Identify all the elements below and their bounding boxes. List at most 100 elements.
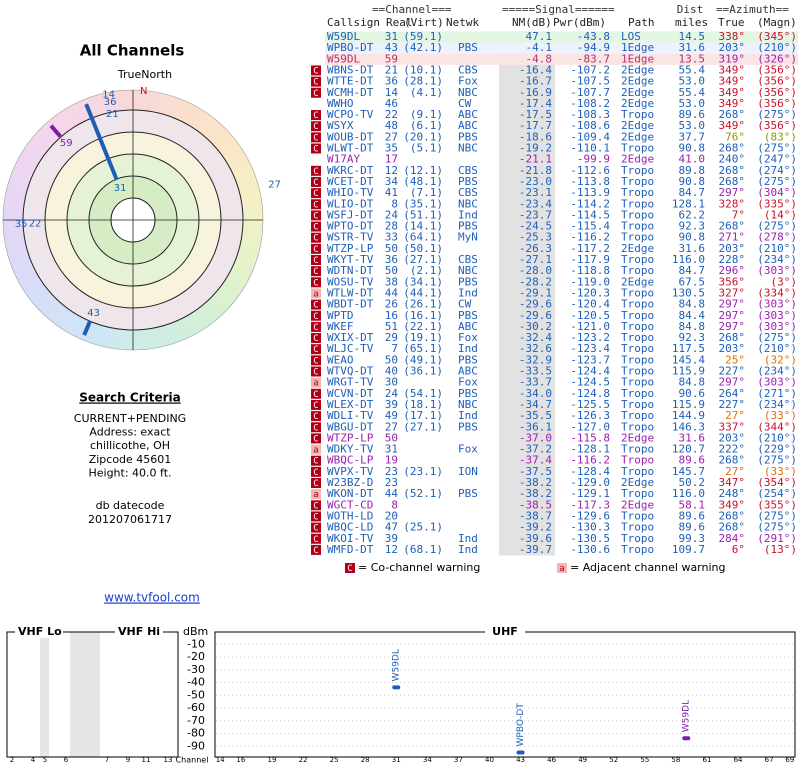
table-cell: WPBO-DT bbox=[327, 41, 374, 54]
warning-box bbox=[311, 399, 321, 410]
table-cell: (44.1) bbox=[403, 286, 443, 299]
table-cell: 222° bbox=[719, 443, 746, 456]
warning-box bbox=[311, 199, 321, 210]
warning-box bbox=[311, 132, 321, 143]
table-cell: -108.6 bbox=[570, 119, 610, 132]
table-cell: 89.6 bbox=[679, 509, 706, 522]
polar-signal bbox=[49, 124, 62, 138]
table-cell: (345°) bbox=[757, 30, 797, 43]
warning-flag: C bbox=[313, 167, 318, 177]
table-cell: (229°) bbox=[757, 443, 797, 456]
table-cell: -117.3 bbox=[570, 498, 610, 511]
table-cell: 2Edge bbox=[621, 63, 654, 76]
table-cell: Tropo bbox=[621, 509, 654, 522]
table-cell: Ind bbox=[458, 409, 478, 422]
table-cell: 17 bbox=[385, 153, 398, 166]
table-cell: 92.3 bbox=[679, 220, 706, 233]
table-cell: WLWT-DT bbox=[327, 142, 374, 155]
warning-box bbox=[311, 76, 321, 87]
table-cell: 24 bbox=[385, 208, 399, 221]
table-cell: Fox bbox=[458, 331, 478, 344]
x-tick-label: 31 bbox=[392, 756, 401, 764]
table-cell: (3°) bbox=[771, 275, 798, 288]
table-cell: -130.3 bbox=[570, 521, 610, 534]
warning-box bbox=[311, 143, 321, 154]
table-cell: 2Edge bbox=[621, 97, 654, 110]
table-cell: (14°) bbox=[764, 208, 797, 221]
table-cell: ABC bbox=[458, 365, 478, 378]
y-tick-label: -80 bbox=[187, 727, 205, 740]
table-cell: (210°) bbox=[757, 431, 797, 444]
table-cell: 53.0 bbox=[679, 119, 706, 132]
polar-label: 35 bbox=[15, 219, 28, 230]
warning-box bbox=[311, 344, 321, 355]
table-cell: 25° bbox=[725, 353, 745, 366]
table-cell: PBS bbox=[458, 130, 478, 143]
north: N bbox=[140, 86, 147, 97]
table-cell: (335°) bbox=[757, 197, 797, 210]
table-cell: (10.1) bbox=[403, 63, 443, 76]
table-cell: 50 bbox=[385, 264, 398, 277]
table-cell: -38.2 bbox=[519, 487, 552, 500]
table-cell: -107.7 bbox=[570, 86, 610, 99]
table-cell: -120.5 bbox=[570, 309, 610, 322]
table-cell: -18.6 bbox=[519, 130, 552, 143]
table-cell: -107.2 bbox=[570, 63, 610, 76]
x-tick-label: 37 bbox=[454, 756, 463, 764]
x-tick-label: 22 bbox=[299, 756, 308, 764]
table-cell: WEAO bbox=[327, 353, 354, 366]
table-cell: (13°) bbox=[764, 543, 797, 556]
table-cell: 203° bbox=[719, 242, 746, 255]
warning-flag: a bbox=[313, 289, 318, 299]
header-cell: True bbox=[718, 16, 745, 29]
header-cell: NM(dB) bbox=[512, 16, 552, 29]
warning-flag: C bbox=[313, 89, 318, 99]
table-cell: 92.3 bbox=[679, 331, 706, 344]
x-tick-label: 16 bbox=[236, 756, 245, 764]
table-cell: -128.1 bbox=[570, 443, 610, 456]
table-cell: 8 bbox=[391, 498, 398, 511]
table-cell: 2Edge bbox=[621, 130, 654, 143]
table-cell: 55.4 bbox=[679, 86, 706, 99]
x-tick-label: 14 bbox=[216, 756, 225, 764]
table-cell: (14.1) bbox=[403, 220, 443, 233]
table-cell: 16 bbox=[385, 309, 398, 322]
table-cell: WSFJ-DT bbox=[327, 208, 374, 221]
warning-box bbox=[311, 221, 321, 232]
warning-flag: C bbox=[313, 200, 318, 210]
x-tick-label: 11 bbox=[142, 756, 151, 764]
table-cell: 297° bbox=[719, 376, 746, 389]
table-cell: WWHO bbox=[327, 97, 354, 110]
warning-flag: C bbox=[313, 401, 318, 411]
table-cell: -110.1 bbox=[570, 142, 610, 155]
table-cell: PBS bbox=[458, 387, 478, 400]
table-cell: ABC bbox=[458, 119, 478, 132]
site-link[interactable]: www.tvfool.com bbox=[104, 591, 200, 605]
table-cell: (304°) bbox=[757, 186, 797, 199]
table-cell: LOS bbox=[621, 30, 641, 43]
x-tick-label: 43 bbox=[516, 756, 525, 764]
table-cell: WBNS-DT bbox=[327, 63, 374, 76]
table-cell: 130.5 bbox=[672, 286, 705, 299]
table-cell: (303°) bbox=[757, 264, 797, 277]
warning-flag: C bbox=[313, 457, 318, 467]
polar-signal bbox=[84, 103, 119, 181]
table-cell: 49 bbox=[385, 409, 398, 422]
criteria-line: Address: exact bbox=[89, 426, 171, 439]
table-cell: 349° bbox=[719, 63, 746, 76]
warning-flag: C bbox=[313, 301, 318, 311]
table-cell: WBDT-DT bbox=[327, 298, 374, 311]
table-cell: WCMH-DT bbox=[327, 86, 374, 99]
table-cell: 271° bbox=[719, 231, 746, 244]
legend-text: = Adjacent channel warning bbox=[570, 561, 726, 574]
table-cell: (6.1) bbox=[410, 119, 443, 132]
table-cell: 12 bbox=[385, 164, 398, 177]
table-cell: Tropo bbox=[621, 253, 654, 266]
legend-flag: a bbox=[559, 564, 564, 574]
table-cell: WBQC-LD bbox=[327, 521, 373, 534]
table-cell: PBS bbox=[458, 353, 478, 366]
warning-flag: a bbox=[313, 490, 318, 500]
table-cell: Fox bbox=[458, 443, 478, 456]
x-tick-label: 69 bbox=[785, 756, 794, 764]
table-cell: (51.1) bbox=[403, 208, 443, 221]
